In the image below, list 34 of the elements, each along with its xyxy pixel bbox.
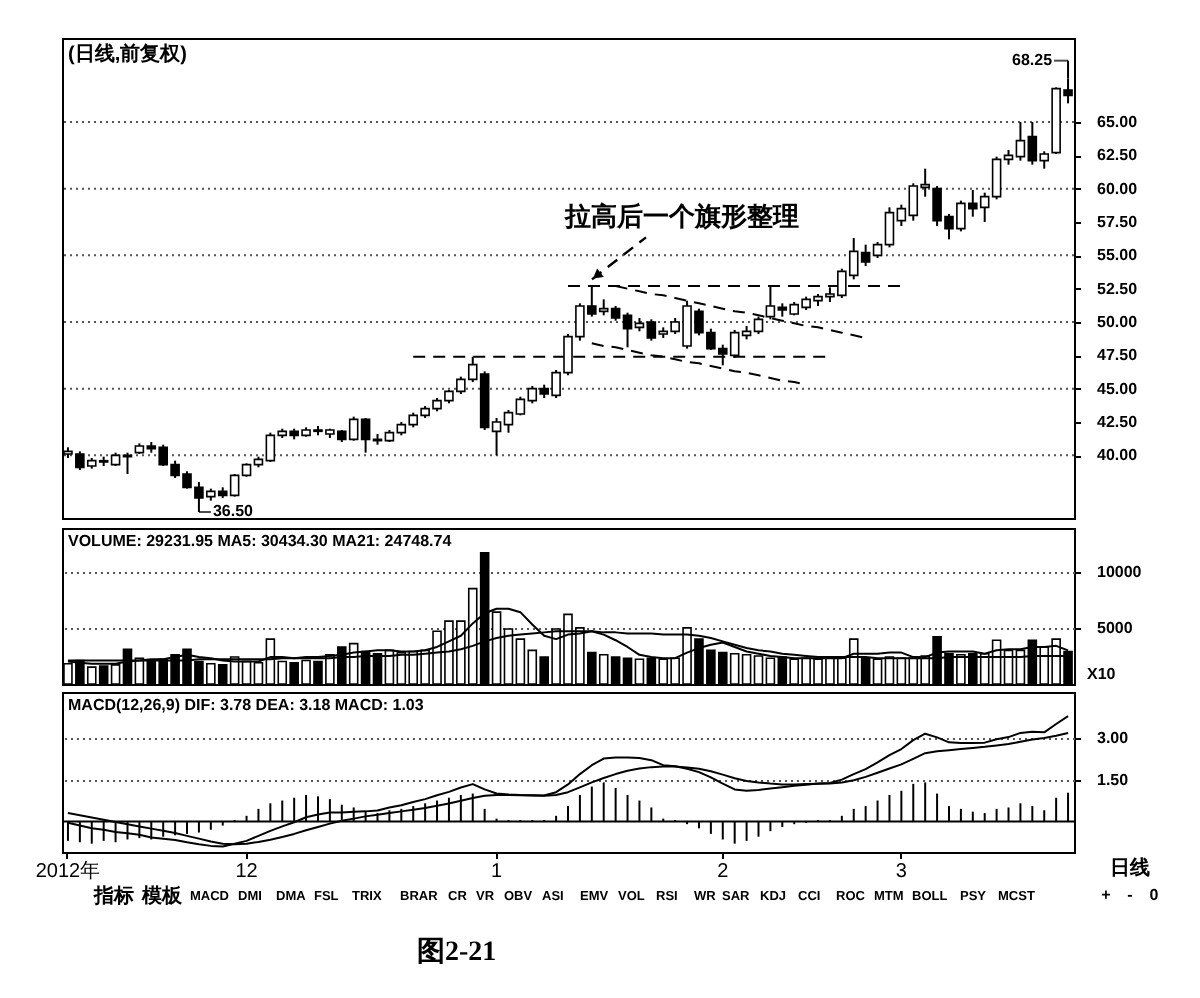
y-tick-label: 47.50 bbox=[1097, 346, 1139, 365]
y-tick-label: 3.00 bbox=[1097, 728, 1130, 747]
text: - bbox=[1127, 886, 1134, 904]
y-tick-label: 40.00 bbox=[1097, 446, 1139, 465]
x-tick-label: 2 bbox=[717, 861, 730, 883]
y-tick-label: 45.00 bbox=[1097, 379, 1139, 398]
y-axis-title: X10 bbox=[1087, 665, 1117, 683]
y-tick-label: 1.50 bbox=[1097, 770, 1130, 789]
y-tick-label: 50.00 bbox=[1097, 313, 1139, 331]
caption: 图2-21 bbox=[417, 936, 497, 968]
y-tick-label: 60.00 bbox=[1097, 179, 1139, 198]
chart-title: VOLUME: 29231.95 MA5: 30434.30 MA21: 24748.74 bbox=[68, 532, 453, 550]
annotation: 68.25 bbox=[1011, 50, 1054, 69]
text: 指标 bbox=[92, 884, 134, 908]
y-tick-label: 52.50 bbox=[1097, 279, 1139, 298]
text: 0 bbox=[1149, 886, 1160, 904]
y-tick-label: 42.50 bbox=[1097, 413, 1139, 431]
x-tick-label: 12 bbox=[235, 861, 259, 883]
y-tick-label: 57.50 bbox=[1097, 213, 1139, 231]
y-tick-label: 10000 bbox=[1097, 562, 1143, 581]
annotation: 36.50 bbox=[212, 502, 255, 520]
y-tick-label: 55.00 bbox=[1097, 246, 1139, 265]
y-tick-label: 62.50 bbox=[1097, 146, 1139, 165]
y-tick-label: 65.00 bbox=[1097, 113, 1139, 131]
chart-title: MACD(12,26,9) DIF: 3.78 DEA: 3.18 MACD: 1.03 bbox=[68, 696, 425, 714]
y-tick-label: 5000 bbox=[1097, 618, 1134, 637]
text: 日线 bbox=[1110, 856, 1150, 880]
text: + bbox=[1101, 886, 1112, 904]
x-tick-label: 1 bbox=[491, 861, 503, 883]
chart-title: (日线,前复权) bbox=[68, 42, 187, 66]
text: 模板 bbox=[140, 884, 184, 908]
x-tick-label: 2012年 bbox=[35, 859, 101, 883]
annotation: 拉高后一个旗形整理 bbox=[563, 201, 799, 232]
x-tick-label: 3 bbox=[895, 861, 908, 883]
